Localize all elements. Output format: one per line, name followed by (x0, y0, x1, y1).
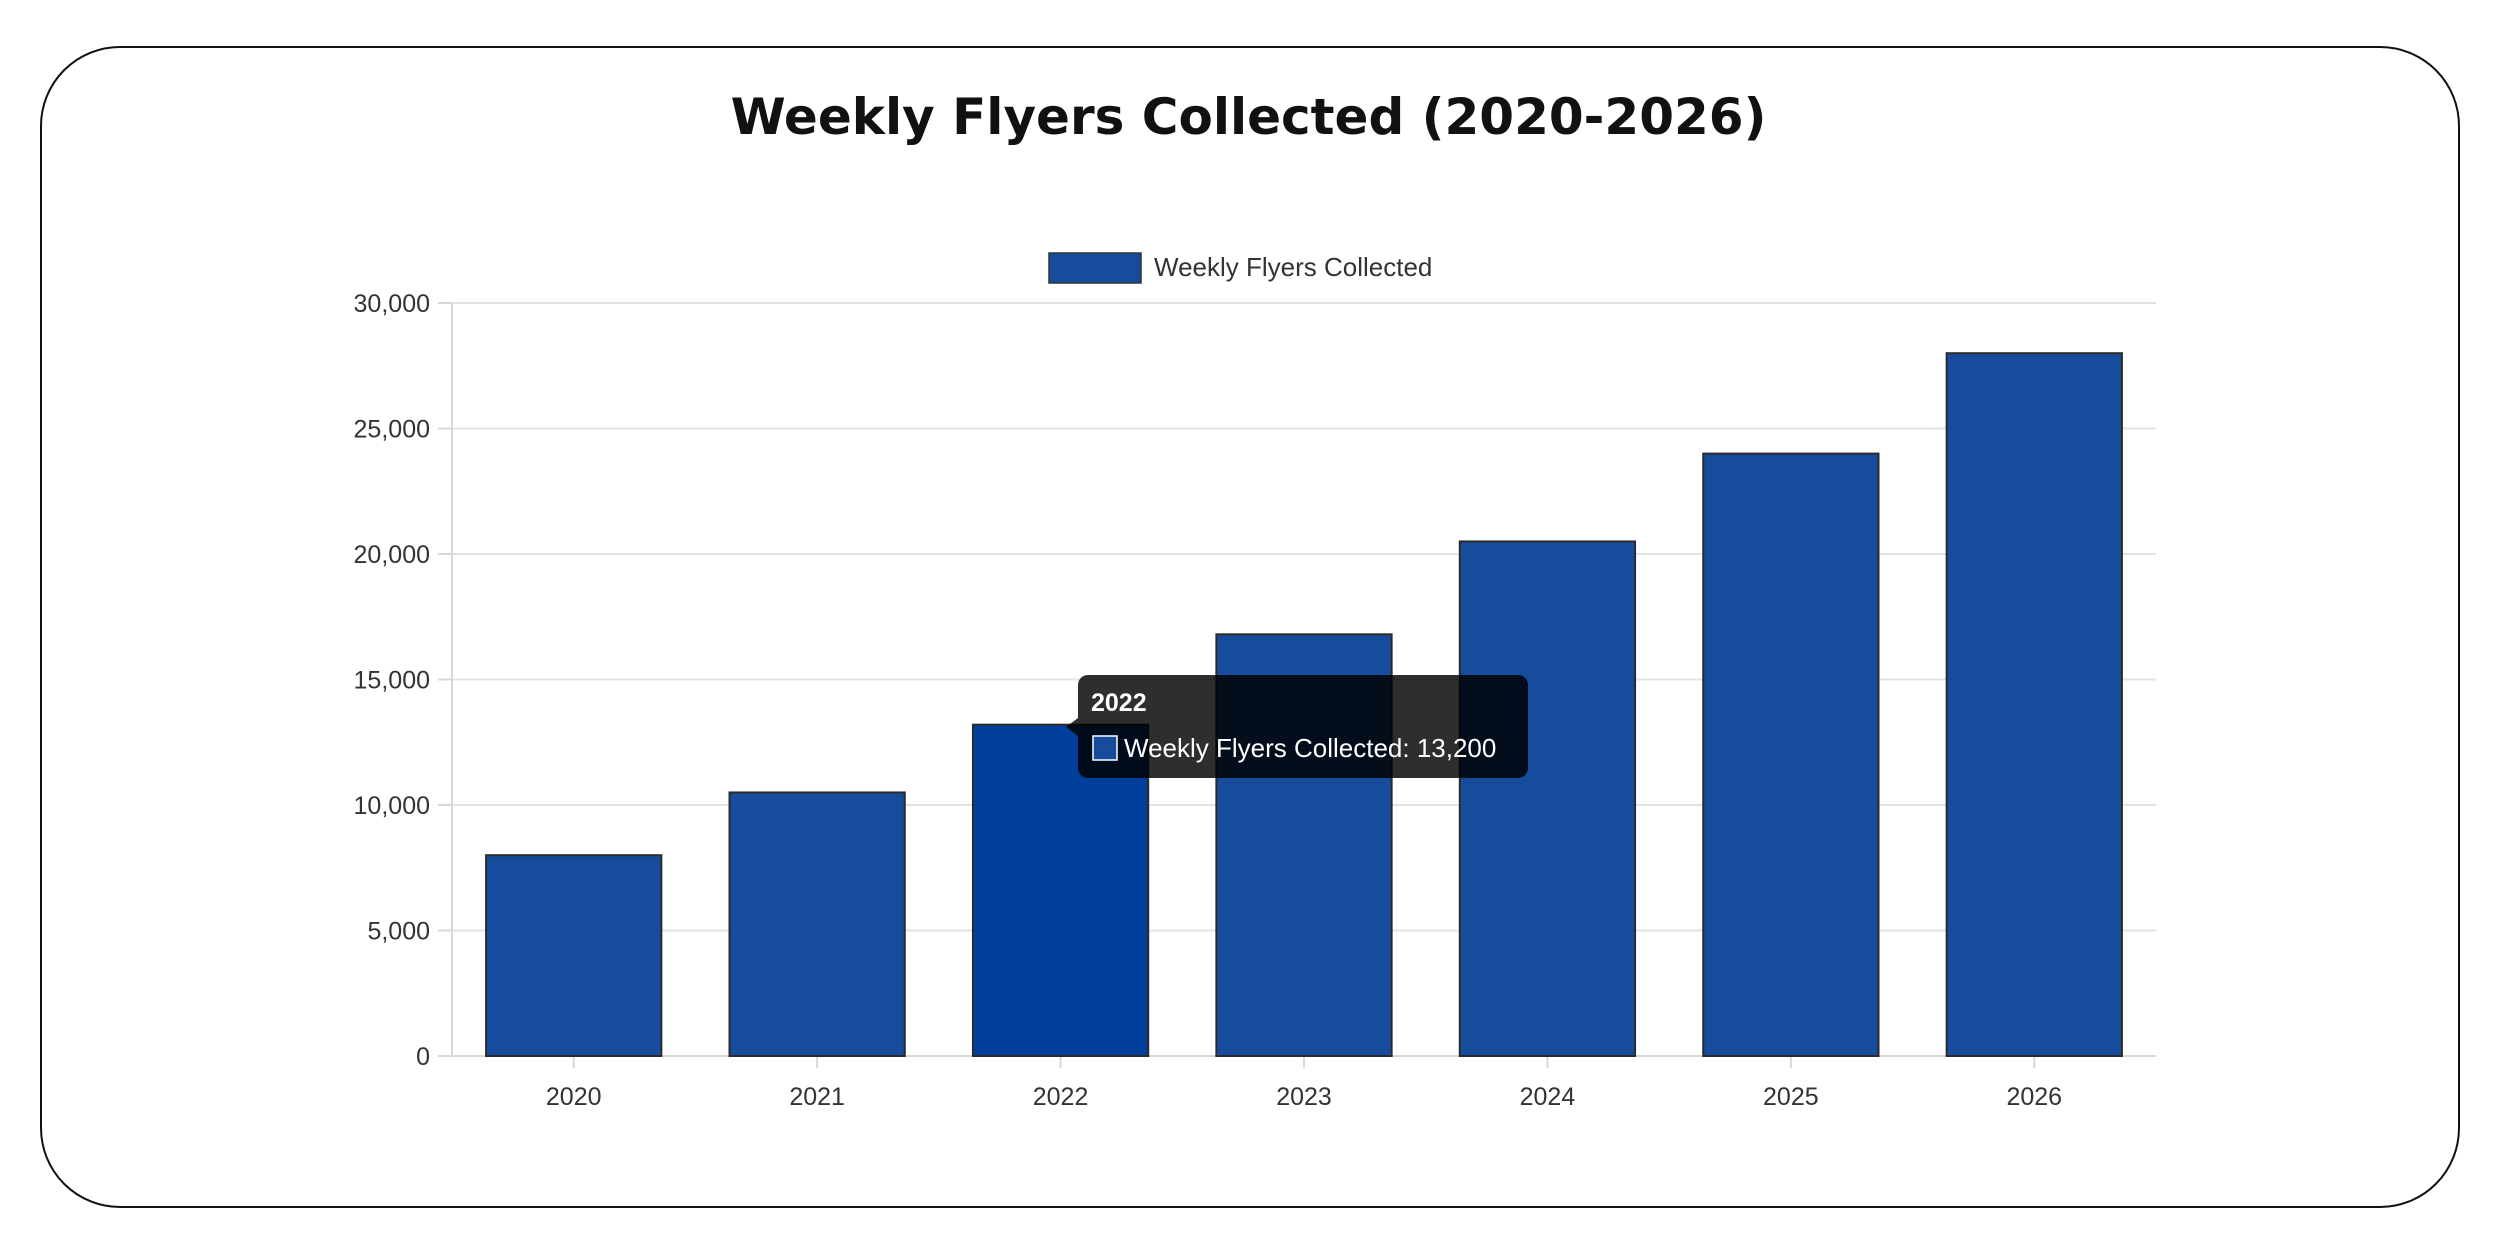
bar-2024[interactable] (1458, 540, 1637, 1057)
tooltip-value: Weekly Flyers Collected: 13,200 (1124, 733, 1496, 763)
bar-2025[interactable] (1702, 452, 1880, 1058)
x-tick-label: 2023 (1276, 1083, 1332, 1111)
x-tick-label: 2021 (789, 1083, 845, 1111)
y-tick-label: 25,000 (354, 416, 430, 444)
y-tick-label: 0 (416, 1043, 430, 1071)
bar-2020[interactable] (485, 854, 663, 1058)
x-tick-label: 2020 (546, 1083, 602, 1111)
legend[interactable]: Weekly Flyers Collected (1048, 252, 1432, 284)
legend-swatch[interactable] (1048, 252, 1142, 284)
x-tick-label: 2025 (1763, 1083, 1819, 1111)
bar-2021[interactable] (728, 791, 906, 1057)
y-tick-label: 10,000 (354, 792, 430, 820)
tooltip: 2022 Weekly Flyers Collected: 13,200 (1066, 675, 1528, 778)
x-tick-label: 2022 (1033, 1083, 1089, 1111)
tick-labels: 0 5,000 10,000 15,000 20,000 25,000 30,000 2020… (354, 290, 2063, 1111)
bar-2022[interactable] (971, 723, 1150, 1057)
legend-label: Weekly Flyers Collected (1154, 252, 1432, 282)
bar-2026[interactable] (1945, 352, 2123, 1057)
chart-title: Weekly Flyers Collected (2020-2026) (730, 88, 1767, 146)
bars (485, 352, 2123, 1058)
y-tick-label: 15,000 (354, 667, 430, 695)
y-tick-label: 20,000 (354, 541, 430, 569)
y-tick-label: 5,000 (367, 918, 430, 946)
x-tick-label: 2026 (2006, 1083, 2062, 1111)
tooltip-caret (1066, 718, 1078, 736)
x-tick-label: 2024 (1520, 1083, 1576, 1111)
tooltip-box (1078, 675, 1528, 778)
tooltip-title: 2022 (1091, 689, 1147, 717)
tooltip-swatch (1092, 735, 1118, 761)
y-tick-label: 30,000 (354, 290, 430, 318)
